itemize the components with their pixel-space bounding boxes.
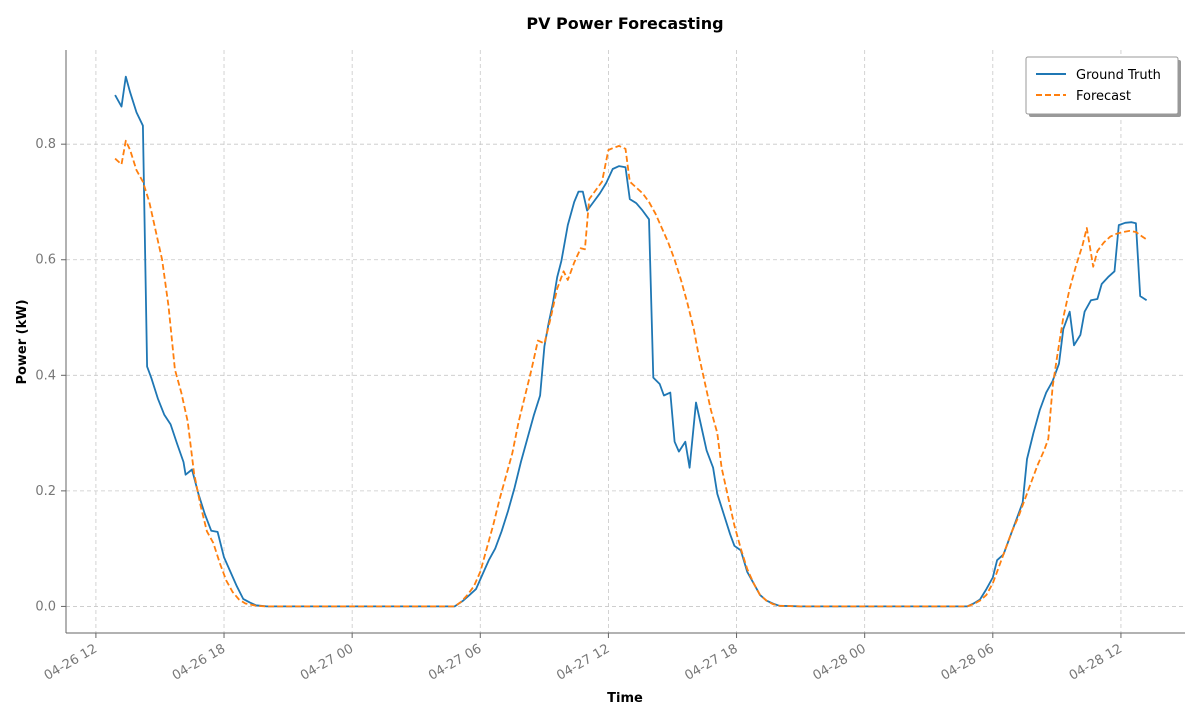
x-tick-label: 04-27 12 [554, 641, 612, 683]
tick-layer: 04-26 12 04-26 18 04-27 00 04-27 06 04-27 12… [35, 137, 1125, 684]
x-tick-label: 04-27 18 [682, 641, 740, 683]
y-tick-label: 0.6 [35, 253, 56, 268]
x-tick-label: 04-28 12 [1067, 641, 1125, 683]
x-tick-label: 04-28 00 [811, 641, 869, 683]
axes-spines [65, 50, 1185, 634]
x-axis-label: Time [607, 691, 643, 706]
series-line-ground-truth [114, 75, 1148, 608]
series-layer [114, 75, 1148, 608]
legend: Ground Truth Forecast [1025, 56, 1181, 117]
y-tick-label: 0.2 [35, 484, 56, 499]
chart-title: PV Power Forecasting [526, 14, 723, 33]
y-tick-label: 0.8 [35, 137, 56, 152]
series-line-forecast [114, 139, 1148, 608]
y-tick-label: 0.4 [35, 368, 56, 383]
legend-box [1025, 56, 1179, 115]
legend-label-forecast: Forecast [1076, 89, 1131, 104]
x-tick-label: 04-26 18 [170, 641, 228, 683]
x-tick-label: 04-28 06 [939, 641, 997, 683]
y-tick-label: 0.0 [35, 599, 56, 614]
x-tick-label: 04-26 12 [42, 641, 100, 683]
y-axis-label: Power (kW) [15, 299, 30, 384]
grid-layer [66, 50, 1185, 633]
x-tick-label: 04-27 06 [426, 641, 484, 683]
x-tick-label: 04-27 00 [298, 641, 356, 683]
legend-label-ground-truth: Ground Truth [1076, 68, 1161, 83]
